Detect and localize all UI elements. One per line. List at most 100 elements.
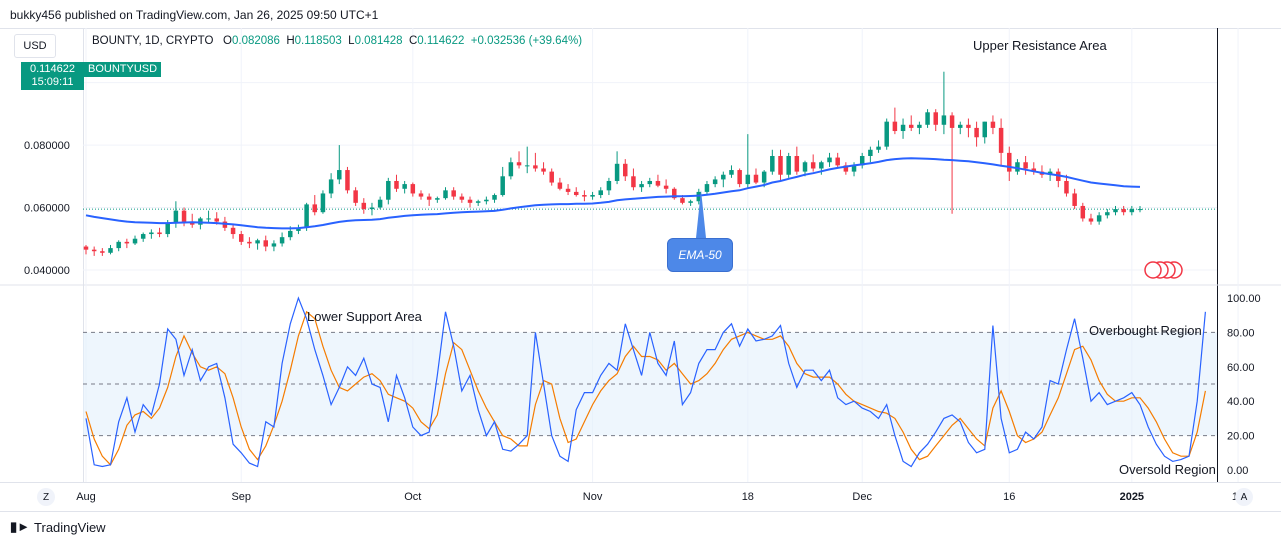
candle-body (998, 127, 1004, 153)
overbought-label: Overbought Region (1089, 323, 1202, 338)
candle-body (484, 199, 489, 202)
price-tick-label: 0.060000 (24, 203, 70, 215)
candle-body (394, 180, 399, 189)
stoch-tick-label: 0.00 (1227, 465, 1248, 477)
candle-body (688, 201, 693, 203)
candle-body (410, 184, 416, 194)
legend-high: 0.118503 (294, 35, 342, 47)
candle-body (541, 168, 546, 172)
pane-divider (0, 284, 1281, 286)
candle-body (557, 182, 563, 189)
candle-body (345, 170, 350, 191)
auto-scale-button[interactable]: A (1235, 488, 1253, 506)
price-tick-label: 0.080000 (24, 140, 70, 152)
time-tick-label: 2025 (1120, 491, 1144, 503)
candle-body (1096, 215, 1102, 222)
candle-body (737, 170, 742, 185)
candle-body (377, 199, 383, 208)
currency-selector[interactable]: USD (14, 34, 56, 58)
right-axis-border (1217, 28, 1218, 482)
candle-body (279, 237, 285, 244)
legend-close-key: C (408, 35, 418, 47)
candle-body (631, 176, 636, 188)
candle-body (590, 195, 595, 197)
candle-body (761, 171, 767, 183)
oversold-label: Oversold Region (1119, 462, 1216, 477)
ema-callout: EMA-50 (667, 238, 733, 272)
candle-body (786, 156, 791, 175)
candle-body (819, 162, 824, 169)
candle-body (386, 180, 391, 200)
bar-countdown: 15:09:11 (31, 76, 74, 88)
candle-body (639, 184, 644, 188)
events-flags-icon (1144, 261, 1183, 279)
ema-50-line (85, 157, 1141, 230)
candle-body (1023, 162, 1028, 169)
candle-body (810, 162, 816, 169)
candle-body (974, 127, 979, 138)
tradingview-logo-icon: ▮► (10, 519, 31, 534)
time-tick-label: Aug (76, 491, 96, 503)
candle-body (614, 163, 620, 181)
legend-high-key: H (286, 35, 295, 47)
candle-body (533, 165, 538, 169)
candle-body (721, 174, 726, 180)
candle-body (328, 179, 334, 194)
candle-body (140, 234, 146, 239)
time-axis-border (0, 482, 1281, 483)
candle-body (108, 248, 113, 253)
candle-body (753, 174, 759, 183)
candle-body (900, 124, 906, 132)
price-tick-label: 0.040000 (24, 265, 70, 277)
candle-body (941, 115, 947, 125)
candle-body (1113, 209, 1118, 213)
candle-body (704, 184, 710, 192)
top-border (0, 28, 1281, 29)
candle-body (778, 156, 783, 175)
time-tick-label: 16 (1003, 491, 1015, 503)
time-tick-label: 18 (742, 491, 754, 503)
candle-body (655, 180, 661, 186)
candle-body (1121, 209, 1126, 213)
zoom-button[interactable]: Z (37, 488, 55, 506)
candle-body (802, 162, 808, 172)
candle-body (402, 184, 407, 189)
candle-body (500, 176, 505, 196)
time-tick-label: Nov (583, 491, 603, 503)
symbol-legend: BOUNTY, 1D, CRYPTO O0.082086 H0.118503 L… (92, 35, 582, 47)
upper-resistance-label: Upper Resistance Area (973, 38, 1107, 53)
ema-callout-pointer (696, 190, 706, 238)
top-bar: bukky456 published on TradingView.com, J… (0, 0, 1281, 28)
candle-body (467, 199, 473, 203)
candle-body (712, 179, 718, 185)
candle-body (508, 162, 514, 177)
candle-body (149, 232, 154, 235)
candle-body (663, 185, 669, 189)
candle-body (851, 165, 857, 172)
candle-body (361, 202, 367, 210)
candle-body (1064, 180, 1069, 194)
last-price-symbol: BOUNTYUSD (84, 62, 162, 77)
candle-body (1129, 209, 1135, 213)
candle-body (230, 227, 236, 235)
candle-body (868, 149, 873, 156)
candle-body (606, 180, 612, 191)
candle-body (990, 121, 996, 128)
legend-close: 0.114622 (417, 35, 465, 47)
footer-brand: ▮► TradingView (10, 519, 106, 535)
candle-body (1080, 205, 1086, 219)
candle-body (238, 234, 244, 242)
last-price-value: 0.114622 (29, 63, 76, 75)
candle-body (418, 193, 424, 197)
candle-body (475, 201, 481, 203)
publish-info: bukky456 published on TradingView.com, J… (10, 8, 379, 22)
candle-body (1088, 218, 1094, 222)
stoch-tick-label: 20.00 (1227, 431, 1255, 443)
stoch-tick-label: 100.00 (1227, 293, 1261, 305)
candle-body (435, 198, 440, 200)
last-price-tag: 0.114622 15:09:11 (21, 62, 84, 90)
candle-body (1105, 212, 1110, 216)
candle-body (181, 210, 187, 222)
candle-body (206, 218, 211, 220)
